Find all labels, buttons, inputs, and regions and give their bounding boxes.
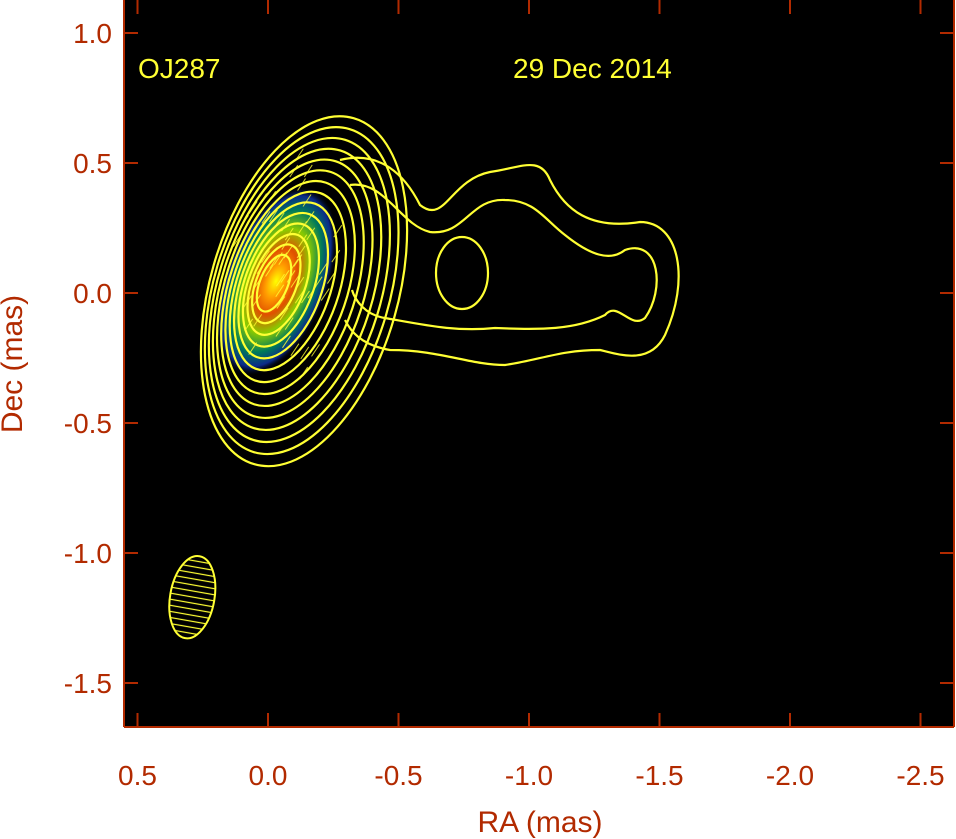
- polarization-vector: [302, 194, 312, 207]
- polarization-vector: [275, 324, 285, 337]
- x-ticks: 0.5 0.0 -0.5 -1.0 -1.5 -2.0 -2.5: [118, 0, 945, 791]
- x-tick-label: -2.5: [896, 760, 944, 791]
- x-tick-label: -1.5: [635, 760, 683, 791]
- core-contour: [237, 211, 330, 360]
- polarization-vector: [269, 209, 278, 223]
- polarization-vector: [294, 290, 304, 304]
- core-contour: [232, 201, 339, 372]
- core-contour: [251, 243, 302, 325]
- polarization-vector: [275, 284, 285, 298]
- polarization-vector: [253, 276, 263, 289]
- polarization-vector: [243, 295, 252, 308]
- polarization-vector: [298, 234, 308, 247]
- y-ticks: 1.0 0.5 0.0 -0.5 -1.0 -1.5: [64, 18, 954, 699]
- polarization-vector: [331, 249, 341, 263]
- polarization-vector: [275, 212, 285, 226]
- beam-ellipse: [168, 555, 217, 640]
- polarization-vector: [267, 190, 277, 204]
- y-tick-label: 0.5: [73, 148, 112, 179]
- polarization-vector: [284, 227, 294, 241]
- core-contour: [215, 158, 374, 420]
- contour-lines: [199, 115, 680, 468]
- polarization-vector: [265, 264, 274, 277]
- y-tick-label: 1.0: [73, 18, 112, 49]
- polarization-vector: [240, 214, 249, 228]
- polarization-vector: [280, 270, 290, 283]
- polarization-vector: [278, 252, 288, 265]
- axes: [123, 0, 955, 728]
- polarization-vector: [279, 307, 289, 321]
- polarization-vector: [248, 342, 258, 355]
- polarization-vector: [303, 164, 313, 178]
- x-tick-label: -1.0: [505, 760, 553, 791]
- y-tick-label: -1.5: [64, 668, 112, 699]
- y-axis-title: Dec (mas): [0, 295, 29, 433]
- polarization-vector: [294, 148, 304, 162]
- polarization-vector: [261, 250, 270, 263]
- polarization-vector: [281, 237, 291, 250]
- core-contour: [203, 126, 400, 456]
- polarization-vector: [244, 318, 254, 332]
- polarization-vector: [232, 234, 242, 247]
- polarization-vector: [253, 314, 263, 327]
- polarization-vector: [289, 164, 299, 178]
- polarization-vector: [293, 254, 303, 267]
- polarization-vector: [269, 256, 279, 269]
- y-tick-label: -0.5: [64, 408, 112, 439]
- polarization-vector: [252, 294, 262, 307]
- core-contour: [228, 190, 348, 384]
- polarization-vector: [296, 245, 306, 259]
- core-contour: [220, 169, 365, 408]
- core-contour: [199, 115, 409, 468]
- polarization-vector: [297, 178, 306, 191]
- polarization-vector: [305, 211, 315, 224]
- x-tick-label: 0.0: [249, 760, 288, 791]
- x-tick-label: -2.0: [766, 760, 814, 791]
- polarization-vector: [306, 227, 316, 241]
- polarization-vector: [299, 366, 309, 380]
- polarization-vector: [298, 221, 308, 234]
- polarization-vector: [311, 344, 320, 357]
- jet-contour-outer: [339, 156, 680, 367]
- polarization-vector: [327, 271, 336, 284]
- polarization-vector: [256, 261, 266, 275]
- polarization-vector: [258, 193, 267, 206]
- x-tick-label: -0.5: [374, 760, 422, 791]
- polarization-vector: [282, 335, 291, 349]
- date-label: 29 Dec 2014: [513, 53, 672, 84]
- jet-knot-contour: [434, 235, 490, 311]
- polarization-vector: [301, 290, 310, 304]
- polarization-vector: [295, 276, 305, 290]
- polarization-vector: [320, 288, 330, 301]
- polarization-vector: [273, 252, 283, 265]
- jet-contour-mid: [349, 183, 658, 331]
- core-contour: [241, 222, 320, 348]
- y-tick-label: -1.0: [64, 538, 112, 569]
- beam-shape: [168, 555, 217, 640]
- polarization-vector: [248, 201, 258, 214]
- x-axis-title: RA (mas): [477, 806, 602, 839]
- polarization-vector: [300, 346, 310, 360]
- core-contour: [207, 136, 392, 444]
- polarization-vector: [318, 262, 328, 275]
- polarization-vector: [333, 224, 343, 238]
- polarization-vector: [281, 218, 290, 232]
- polarization-vector: [313, 276, 323, 289]
- polarization-vector: [283, 245, 293, 259]
- y-tick-label: 0.0: [73, 278, 112, 309]
- polarization-vector: [290, 343, 300, 356]
- core-contour: [224, 179, 356, 396]
- polarization-vector: [276, 296, 286, 309]
- core-contour: [246, 232, 311, 336]
- polarization-vector: [284, 317, 294, 330]
- source-label: OJ287: [138, 53, 221, 84]
- polarization-vector: [289, 258, 299, 272]
- x-tick-label: 0.5: [118, 760, 157, 791]
- polarization-vector: [286, 270, 296, 283]
- polarization-vector: [290, 275, 300, 288]
- polarization-vector: [276, 273, 285, 287]
- polarization-vector: [261, 211, 271, 224]
